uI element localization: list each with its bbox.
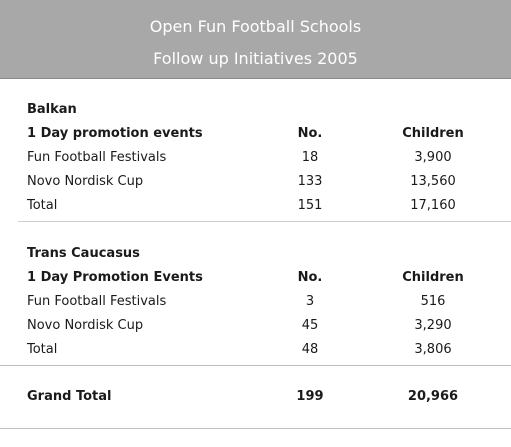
- row-no: 18: [301, 150, 319, 165]
- row-no: 45: [301, 318, 319, 333]
- total-row: Total 151 17,160: [0, 196, 511, 216]
- row-label: Novo Nordisk Cup: [27, 318, 144, 333]
- row-children: 3,290: [414, 318, 452, 333]
- grand-total-children: 20,966: [407, 389, 459, 404]
- region-label: Balkan: [27, 102, 77, 117]
- row-children: 516: [420, 294, 446, 309]
- row-label: Fun Football Festivals: [27, 294, 167, 309]
- table-row: Novo Nordisk Cup 133 13,560: [0, 172, 511, 192]
- children-column-header: Children: [402, 270, 464, 285]
- page-title: Open Fun Football Schools: [149, 17, 362, 36]
- column-header-row: 1 Day Promotion Events No. Children: [0, 268, 511, 288]
- children-column-header: Children: [402, 126, 464, 141]
- events-heading: 1 Day Promotion Events: [27, 270, 203, 285]
- row-no: 133: [297, 174, 323, 189]
- table-row: Fun Football Festivals 18 3,900: [0, 148, 511, 168]
- table-row: Novo Nordisk Cup 45 3,290: [0, 316, 511, 336]
- total-row: Total 48 3,806: [0, 340, 511, 360]
- column-header-row: 1 Day promotion events No. Children: [0, 124, 511, 144]
- row-label: Total: [27, 342, 58, 357]
- no-column-header: No.: [297, 126, 323, 141]
- row-children: 17,160: [410, 198, 456, 213]
- section-divider: [0, 365, 511, 366]
- page-subtitle: Follow up Initiatives 2005: [153, 49, 358, 68]
- grand-total-label: Grand Total: [27, 389, 112, 404]
- row-children: 3,806: [414, 342, 452, 357]
- row-no: 151: [297, 198, 323, 213]
- row-no: 48: [301, 342, 319, 357]
- bottom-divider: [0, 428, 511, 429]
- row-no: 3: [305, 294, 315, 309]
- grand-total-no: 199: [296, 389, 324, 404]
- no-column-header: No.: [297, 270, 323, 285]
- table-row: Fun Football Festivals 3 516: [0, 292, 511, 312]
- events-heading: 1 Day promotion events: [27, 126, 203, 141]
- row-label: Novo Nordisk Cup: [27, 174, 144, 189]
- region-title-balkan: Balkan: [0, 100, 511, 120]
- grand-total-row: Grand Total 199 20,966: [0, 387, 511, 407]
- section-divider: [18, 221, 511, 222]
- region-label: Trans Caucasus: [27, 246, 140, 261]
- table-header: Open Fun Football Schools Follow up Init…: [0, 0, 511, 79]
- row-label: Fun Football Festivals: [27, 150, 167, 165]
- region-title-trans-caucasus: Trans Caucasus: [0, 244, 511, 264]
- row-label: Total: [27, 198, 58, 213]
- row-children: 13,560: [410, 174, 456, 189]
- row-children: 3,900: [414, 150, 452, 165]
